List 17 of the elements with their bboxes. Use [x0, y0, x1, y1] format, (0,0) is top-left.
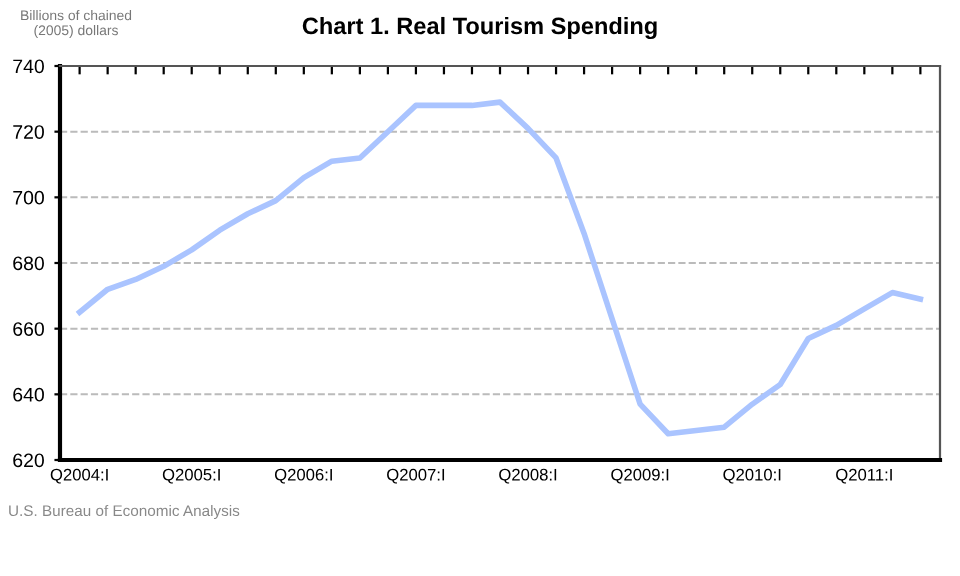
chart-title: Chart 1. Real Tourism Spending [302, 16, 657, 40]
x-tick-label: Q2005:I [162, 468, 220, 484]
line-series [76, 99, 924, 437]
y-tick-label: 720 [13, 125, 44, 139]
x-tick-label: Q2011:I [836, 468, 892, 484]
x-tick-label: Q2006:I [274, 468, 332, 484]
y-tick-label: 700 [13, 190, 44, 205]
x-tick-label: Q2007:I [387, 468, 445, 484]
y-tick-label: 680 [13, 256, 44, 271]
y-tick-label: 740 [13, 59, 44, 74]
x-tick-label: Q2004:I [50, 468, 108, 484]
x-tick-label: Q2010:I [723, 468, 781, 484]
x-tick-label: Q2009:I [611, 468, 669, 484]
y-tick-label: 620 [13, 453, 44, 468]
y-tick-label: 660 [13, 322, 44, 336]
y-tick-label: 640 [13, 387, 44, 402]
x-tick-label: Q2008:I [499, 468, 557, 484]
